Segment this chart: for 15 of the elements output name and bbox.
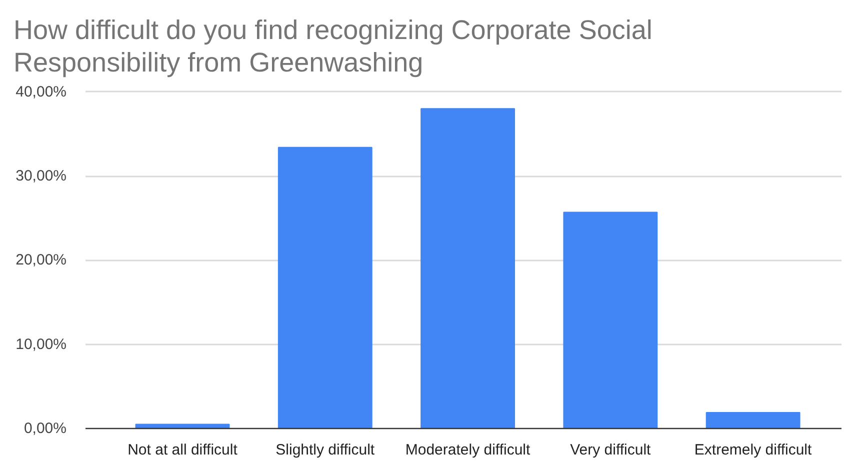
x-tick-label: Slightly difficult <box>276 442 376 458</box>
x-tick-label: Not at all difficult <box>128 442 238 458</box>
y-tick-label: 0,00% <box>24 420 67 437</box>
y-tick-label: 10,00% <box>16 336 66 353</box>
y-tick-label: 30,00% <box>16 168 66 185</box>
x-tick-label: Moderately difficult <box>405 442 532 458</box>
y-tick-label: 40,00% <box>16 83 66 100</box>
chart-title: How difficult do you find recognizing Corporate Social Responsibility from Greenwashing <box>14 15 652 78</box>
y-tick-label: 20,00% <box>16 252 66 269</box>
x-tick-label: Extremely difficult <box>694 442 813 458</box>
x-tick-label: Very difficult <box>570 442 652 458</box>
bar <box>278 146 372 428</box>
bar <box>563 212 658 428</box>
bar <box>420 108 515 428</box>
bar <box>706 412 800 428</box>
